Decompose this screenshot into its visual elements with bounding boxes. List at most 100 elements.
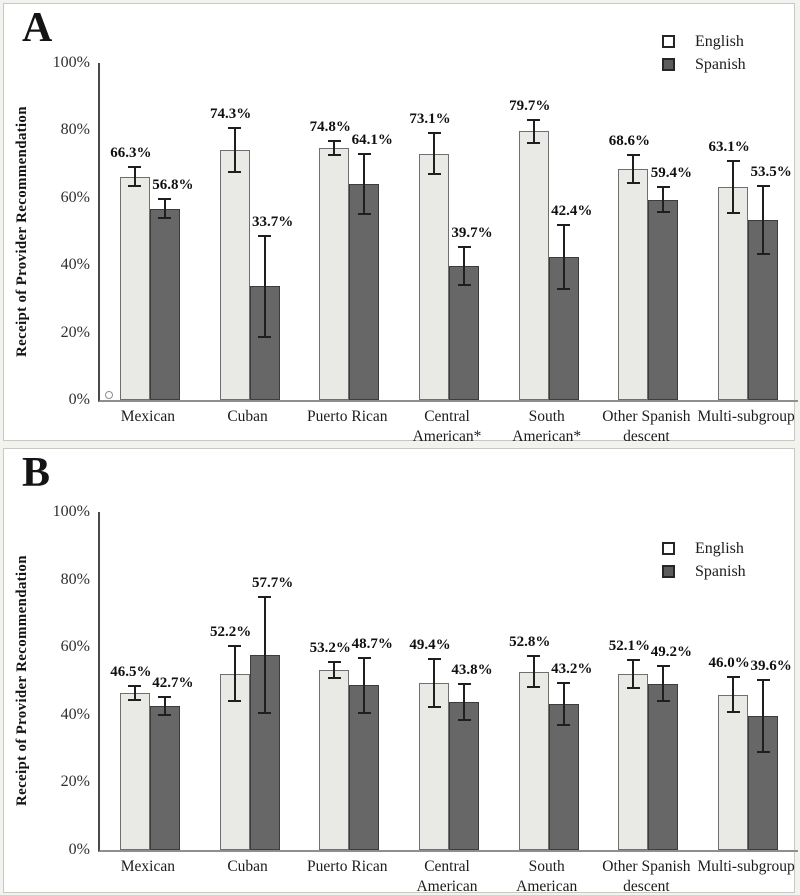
category-label: Puerto Rican <box>287 407 407 427</box>
category-label-line: American <box>416 878 478 895</box>
y-tick-label: 20% <box>60 323 90 341</box>
bar-english-4 <box>419 153 449 400</box>
y-tick-label: 20% <box>60 773 90 791</box>
legend-label-english: English <box>695 32 744 50</box>
bar-spanish-4 <box>449 701 479 850</box>
category-label: Puerto Rican <box>287 857 407 877</box>
error-bar <box>258 235 272 338</box>
error-bar <box>158 198 172 219</box>
stray-circle-marker <box>105 391 113 399</box>
error-bar-stem <box>433 134 435 173</box>
error-bar-stem <box>762 186 765 253</box>
bar-spanish-6 <box>648 199 679 400</box>
bar-english-7 <box>718 694 749 850</box>
plot-area: 46.5% 42.7% 52.2% 57.7% 53.2% 48.7% 49.4% 43.8%… <box>98 512 798 852</box>
legend-label-english: English <box>695 539 744 557</box>
error-bar <box>427 132 441 175</box>
y-axis-ticks: 0% 20% 40% 60% 80% 100% <box>4 503 90 858</box>
error-bar <box>327 139 341 157</box>
category-label: Multi-subgroup <box>686 407 800 427</box>
spanish-swatch-icon <box>662 565 675 578</box>
value-label: 39.7% <box>451 225 493 241</box>
error-bar <box>158 695 172 716</box>
error-bar <box>626 658 640 690</box>
value-label: 59.4% <box>650 165 693 182</box>
value-label: 68.6% <box>608 133 651 149</box>
category-label-line: descent <box>623 878 670 895</box>
error-bar-stem <box>263 237 266 336</box>
bar-english-3 <box>319 147 350 400</box>
x-axis-labels: Mexican Cuban Puerto Rican Central American*… <box>98 407 796 451</box>
bar-english-2 <box>219 149 250 400</box>
legend-label-spanish: Spanish <box>695 562 746 580</box>
category-label: Cuban <box>188 407 308 427</box>
error-bar-stem <box>762 680 765 752</box>
y-tick-label: 40% <box>60 705 90 723</box>
error-bar <box>557 682 571 726</box>
category-label: Mexican <box>88 407 208 427</box>
error-bar <box>357 656 371 715</box>
legend-item-spanish: Spanish <box>662 53 746 76</box>
error-bar-stem <box>233 128 236 171</box>
value-label: 49.4% <box>409 636 451 653</box>
bar-english-5 <box>518 131 549 400</box>
error-bar <box>656 186 670 214</box>
value-label: 46.0% <box>708 654 750 671</box>
bar-english-6 <box>618 168 649 400</box>
category-label-line: Multi-subgroup <box>697 858 795 875</box>
error-bar <box>258 595 272 715</box>
category-label: Mexican <box>88 857 208 877</box>
error-bar-stem <box>233 646 236 701</box>
y-tick-label: 60% <box>60 188 90 206</box>
error-bar-stem <box>433 659 435 707</box>
bar-spanish-5 <box>548 703 579 850</box>
value-label: 64.1% <box>351 131 393 148</box>
y-tick-label: 80% <box>60 570 90 588</box>
error-bar <box>726 160 740 215</box>
error-bar-stem <box>532 120 535 142</box>
value-label: 39.6% <box>750 657 792 674</box>
y-tick-label: 100% <box>52 503 90 520</box>
y-tick-label: 100% <box>52 54 90 71</box>
x-axis-labels: Mexican Cuban Puerto Rican Central American S… <box>98 857 796 895</box>
category-label: Multi-subgroup <box>686 857 800 877</box>
bar-english-7 <box>718 187 749 400</box>
error-bar-stem <box>363 658 366 713</box>
error-bar-stem <box>662 188 665 212</box>
value-label: 42.7% <box>152 674 194 691</box>
spanish-swatch-icon <box>662 58 675 71</box>
bar-spanish-7 <box>748 219 779 400</box>
category-label-line: Puerto Rican <box>307 858 388 875</box>
category-label: Other Spanish descent <box>586 857 706 895</box>
legend-item-spanish: Spanish <box>662 560 746 583</box>
bar-english-5 <box>518 671 549 850</box>
legend-item-english: English <box>662 30 746 53</box>
error-bar-stem <box>163 200 166 217</box>
value-label: 74.8% <box>309 118 351 135</box>
error-bar <box>656 665 670 703</box>
value-label: 42.4% <box>551 203 593 220</box>
value-label: 33.7% <box>251 214 294 231</box>
category-label-line: descent <box>623 428 670 445</box>
category-label-line: American* <box>412 428 482 445</box>
error-bar <box>756 678 770 754</box>
error-bar <box>726 675 740 714</box>
error-bar-stem <box>632 660 635 688</box>
bar-spanish-1 <box>149 208 180 400</box>
error-bar <box>756 184 770 255</box>
error-bar <box>327 661 341 680</box>
category-label: Central American <box>387 857 507 895</box>
error-bar-stem <box>133 168 136 185</box>
category-label-line: Multi-subgroup <box>697 408 795 425</box>
english-swatch-icon <box>662 542 675 555</box>
bar-english-1 <box>119 692 150 850</box>
panel-b: B Receipt of Provider Recommendation 0% 2… <box>3 448 798 895</box>
error-bar-stem <box>562 684 565 724</box>
category-label-line: Other Spanish <box>602 408 691 425</box>
value-label: 63.1% <box>708 139 750 156</box>
category-label-line: Puerto Rican <box>307 408 388 425</box>
bar-english-6 <box>618 673 649 850</box>
error-bar-stem <box>732 162 735 213</box>
error-bar-stem <box>562 226 565 289</box>
error-bar-stem <box>333 141 336 155</box>
